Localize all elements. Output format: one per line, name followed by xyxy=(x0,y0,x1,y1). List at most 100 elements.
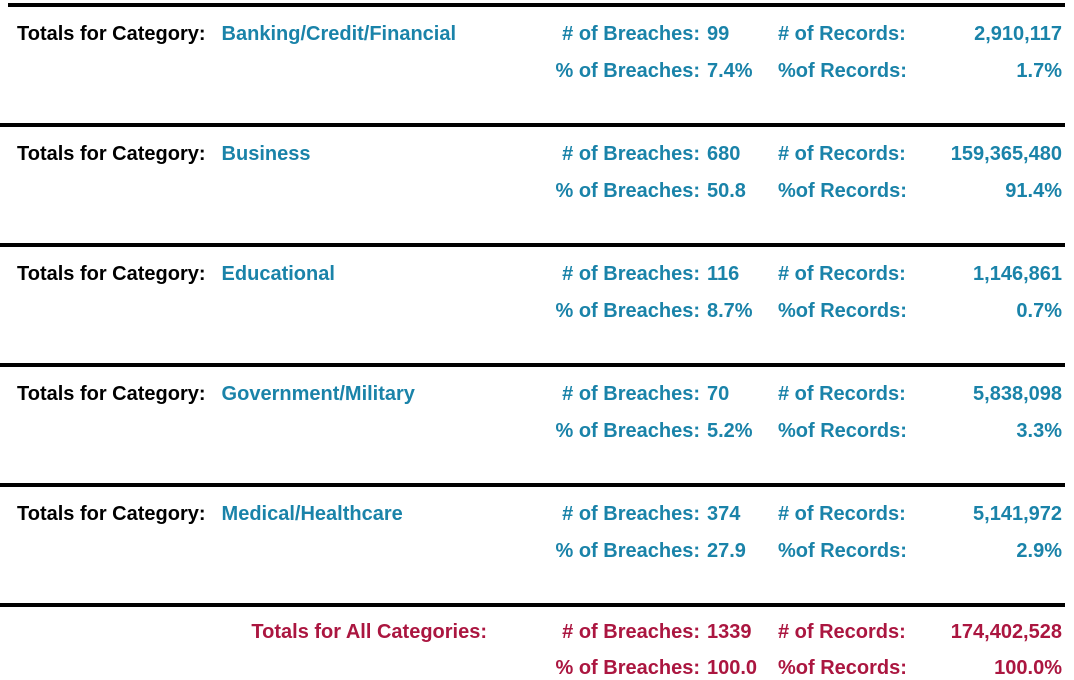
category-title: Totals for Category: Banking/Credit/Fina… xyxy=(0,23,520,45)
breaches-count-label: # of Breaches: xyxy=(562,143,700,165)
total-breaches-percent-value: 100.0 xyxy=(707,657,758,679)
records-percent-label: %of Records: xyxy=(778,300,907,322)
records-count-field: # of Records: 159,365,480 xyxy=(778,143,1062,165)
breaches-percent-value: 7.4% xyxy=(707,60,753,82)
records-percent-label: %of Records: xyxy=(778,60,907,82)
breaches-count-label: # of Breaches: xyxy=(562,503,700,525)
records-percent-label: %of Records: xyxy=(778,540,907,562)
records-count-value: 159,365,480 xyxy=(950,143,1062,165)
category-block-medical-healthcare: Totals for Category: Medical/Healthcare … xyxy=(0,480,1074,600)
records-count-value: 1,146,861 xyxy=(973,263,1062,285)
records-percent-field: %of Records: 3.3% xyxy=(778,420,1062,442)
category-name: Banking/Credit/Financial xyxy=(221,23,457,45)
category-name: Medical/Healthcare xyxy=(221,503,403,525)
breaches-count-field: # of Breaches: 70 xyxy=(520,383,778,405)
breaches-percent-field: % of Breaches: 8.7% xyxy=(520,300,778,322)
category-block-government-military: Totals for Category: Government/Military… xyxy=(0,360,1074,480)
breaches-percent-value: 50.8 xyxy=(707,180,746,202)
records-count-field: # of Records: 2,910,117 xyxy=(778,23,1062,45)
breaches-count-field: # of Breaches: 680 xyxy=(520,143,778,165)
breaches-percent-value: 5.2% xyxy=(707,420,753,442)
breaches-percent-value: 27.9 xyxy=(707,540,746,562)
breaches-count-field: # of Breaches: 374 xyxy=(520,503,778,525)
totals-all-categories-block: Totals for All Categories: # of Breaches… xyxy=(0,600,1074,680)
breaches-count-label: # of Breaches: xyxy=(562,621,700,643)
category-title: Totals for Category: Educational xyxy=(0,263,520,285)
total-breaches-percent-field: % of Breaches: 100.0 xyxy=(520,657,778,679)
records-count-label: # of Records: xyxy=(778,503,906,525)
breaches-percent-label: % of Breaches: xyxy=(555,300,701,322)
category-title: Totals for Category: Government/Military xyxy=(0,383,520,405)
breaches-percent-value: 8.7% xyxy=(707,300,753,322)
total-records-percent-field: %of Records: 100.0% xyxy=(778,657,1062,679)
category-block-banking-credit-financial: Totals for Category: Banking/Credit/Fina… xyxy=(0,0,1074,120)
category-block-educational: Totals for Category: Educational # of Br… xyxy=(0,240,1074,360)
breaches-percent-field: % of Breaches: 5.2% xyxy=(520,420,778,442)
breaches-count-value: 680 xyxy=(707,143,741,165)
records-count-label: # of Records: xyxy=(778,621,906,643)
category-row-label: Totals for Category: xyxy=(17,263,206,285)
records-percent-field: %of Records: 91.4% xyxy=(778,180,1062,202)
category-row-label: Totals for Category: xyxy=(17,23,206,45)
breaches-count-label: # of Breaches: xyxy=(562,383,700,405)
records-percent-value: 0.7% xyxy=(1016,300,1062,322)
records-count-field: # of Records: 1,146,861 xyxy=(778,263,1062,285)
records-count-label: # of Records: xyxy=(778,383,906,405)
breaches-count-value: 374 xyxy=(707,503,741,525)
breaches-count-value: 116 xyxy=(707,263,740,285)
category-name: Business xyxy=(221,143,311,165)
records-count-label: # of Records: xyxy=(778,143,906,165)
breaches-percent-label: % of Breaches: xyxy=(555,420,701,442)
records-percent-label: %of Records: xyxy=(778,657,907,679)
category-name: Government/Military xyxy=(221,383,415,405)
breaches-percent-field: % of Breaches: 27.9 xyxy=(520,540,778,562)
totals-row-label: Totals for All Categories: xyxy=(251,621,487,643)
total-records-count-value: 174,402,528 xyxy=(950,621,1062,643)
breaches-percent-label: % of Breaches: xyxy=(555,540,701,562)
records-percent-field: %of Records: 1.7% xyxy=(778,60,1062,82)
breaches-percent-field: % of Breaches: 50.8 xyxy=(520,180,778,202)
section-divider xyxy=(0,483,1065,487)
breaches-percent-label: % of Breaches: xyxy=(555,657,701,679)
records-percent-field: %of Records: 0.7% xyxy=(778,300,1062,322)
records-percent-label: %of Records: xyxy=(778,420,907,442)
category-title: Totals for Category: Business xyxy=(0,143,520,165)
records-count-value: 2,910,117 xyxy=(974,23,1062,45)
category-title: Totals for Category: Medical/Healthcare xyxy=(0,503,520,525)
category-block-business: Totals for Category: Business # of Breac… xyxy=(0,120,1074,240)
breaches-count-field: # of Breaches: 116 xyxy=(520,263,778,285)
records-percent-label: %of Records: xyxy=(778,180,907,202)
category-row-label: Totals for Category: xyxy=(17,383,206,405)
totals-divider xyxy=(0,603,1065,607)
records-percent-value: 2.9% xyxy=(1016,540,1062,562)
breaches-count-value: 99 xyxy=(707,23,730,45)
records-count-label: # of Records: xyxy=(778,263,906,285)
section-divider xyxy=(0,243,1065,247)
total-records-percent-value: 100.0% xyxy=(994,657,1062,679)
section-divider xyxy=(0,123,1065,127)
total-records-count-field: # of Records: 174,402,528 xyxy=(778,621,1062,643)
records-count-value: 5,141,972 xyxy=(973,503,1062,525)
records-count-value: 5,838,098 xyxy=(973,383,1062,405)
records-percent-value: 3.3% xyxy=(1016,420,1062,442)
breaches-count-label: # of Breaches: xyxy=(562,23,700,45)
records-percent-value: 1.7% xyxy=(1016,60,1062,82)
records-percent-field: %of Records: 2.9% xyxy=(778,540,1062,562)
category-row-label: Totals for Category: xyxy=(17,143,206,165)
category-name: Educational xyxy=(221,263,335,285)
records-count-label: # of Records: xyxy=(778,23,906,45)
breaches-count-field: # of Breaches: 99 xyxy=(520,23,778,45)
total-breaches-count-field: # of Breaches: 1339 xyxy=(520,621,778,643)
total-breaches-count-value: 1339 xyxy=(707,621,752,643)
totals-title: Totals for All Categories: xyxy=(0,621,520,643)
breaches-count-label: # of Breaches: xyxy=(562,263,700,285)
category-row-label: Totals for Category: xyxy=(17,503,206,525)
records-count-field: # of Records: 5,838,098 xyxy=(778,383,1062,405)
breaches-percent-label: % of Breaches: xyxy=(555,60,701,82)
breaches-percent-field: % of Breaches: 7.4% xyxy=(520,60,778,82)
breaches-count-value: 70 xyxy=(707,383,730,405)
records-count-field: # of Records: 5,141,972 xyxy=(778,503,1062,525)
section-divider xyxy=(0,363,1065,367)
breaches-percent-label: % of Breaches: xyxy=(555,180,701,202)
